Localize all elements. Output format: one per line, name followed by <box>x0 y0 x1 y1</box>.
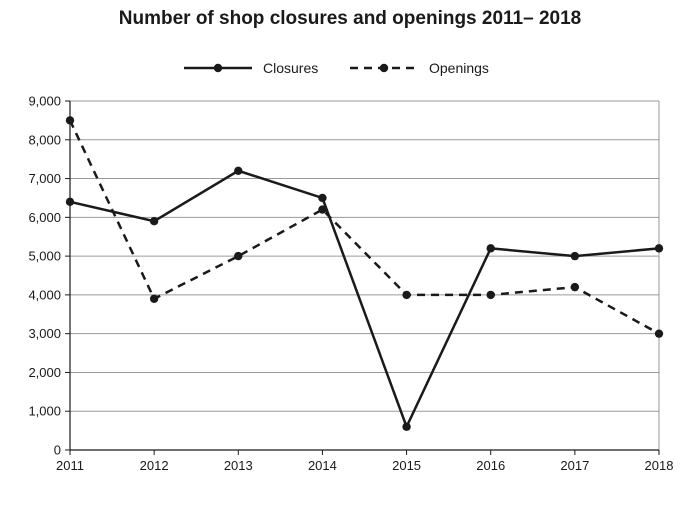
y-tick-label: 6,000 <box>28 210 61 225</box>
closures-point <box>570 251 580 261</box>
openings-point <box>65 116 75 125</box>
x-tick-label: 2013 <box>224 458 253 473</box>
openings-point <box>402 290 411 300</box>
legend-openings-label: Openings <box>429 60 489 76</box>
closures-point <box>65 197 75 207</box>
y-tick-label: 0 <box>54 443 61 458</box>
x-tick-label: 2018 <box>645 458 674 473</box>
openings-point <box>234 251 243 261</box>
closures-point <box>149 217 159 226</box>
openings-point <box>318 205 327 214</box>
legend-closures-label: Closures <box>263 60 318 76</box>
chart-title: Number of shop closures and openings 201… <box>118 8 582 29</box>
x-tick-label: 2012 <box>140 458 169 473</box>
y-tick-label: 2,000 <box>28 365 61 380</box>
openings-point <box>149 294 159 303</box>
openings-point <box>486 290 495 300</box>
closures-point <box>486 244 495 253</box>
y-tick-label: 3,000 <box>28 326 61 341</box>
x-tick-label: 2015 <box>392 458 421 473</box>
closures-point <box>318 193 327 203</box>
openings-point <box>570 282 580 292</box>
axes: 0 1,000 2,000 3,000 4,000 5,000 6,000 7,000 8,00… <box>28 94 673 474</box>
gridlines <box>70 100 659 412</box>
x-tick-label: 2016 <box>476 458 505 473</box>
closures-line <box>69 169 660 430</box>
x-tick-label: 2014 <box>308 458 337 473</box>
x-tick-label: 2011 <box>56 458 84 473</box>
legend: Closures Openings <box>184 60 489 76</box>
series-layer <box>65 116 664 431</box>
x-tick-label: 2017 <box>560 458 589 473</box>
y-tick-label: 7,000 <box>28 171 61 186</box>
y-tick-label: 1,000 <box>28 404 61 419</box>
y-tick-label: 4,000 <box>28 287 61 302</box>
legend-openings-swatch-dot <box>379 63 389 73</box>
closures-point <box>654 244 664 253</box>
y-tick-label: 5,000 <box>28 249 61 264</box>
y-tick-label: 8,000 <box>28 132 61 147</box>
closures-point <box>402 422 411 431</box>
legend-closures-swatch-dot <box>213 63 223 73</box>
y-tick-label: 9,000 <box>28 94 61 109</box>
openings-line <box>68 119 660 335</box>
openings-point <box>654 329 664 338</box>
closures-point <box>234 166 243 175</box>
